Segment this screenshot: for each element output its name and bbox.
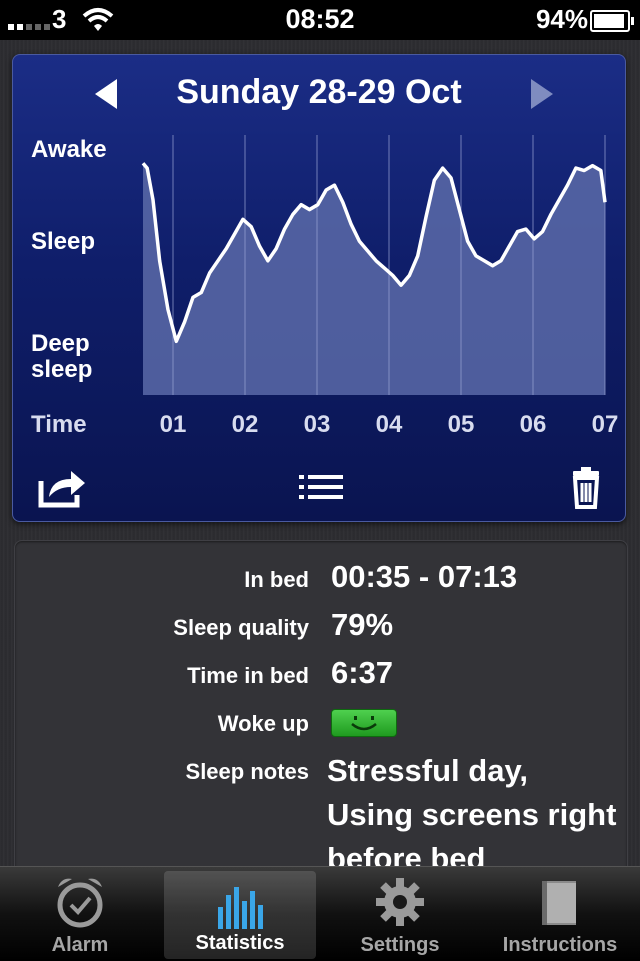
tab-settings-label: Settings bbox=[360, 934, 440, 956]
book-icon bbox=[542, 881, 576, 925]
tab-settings[interactable]: Settings bbox=[320, 867, 480, 961]
share-icon[interactable] bbox=[37, 465, 89, 509]
sleep-line bbox=[141, 162, 607, 344]
sleep-quality-label: Sleep quality bbox=[173, 615, 309, 640]
in-bed-label: In bed bbox=[244, 567, 309, 592]
time-in-bed-label: Time in bed bbox=[187, 663, 309, 688]
list-icon[interactable] bbox=[295, 465, 347, 509]
alarm-clock-icon bbox=[57, 878, 103, 928]
sleep-quality-value: 79% bbox=[331, 607, 394, 642]
tab-statistics[interactable]: Statistics bbox=[164, 871, 316, 959]
x-tick-label: 05 bbox=[447, 411, 475, 438]
sleep-graph bbox=[141, 135, 607, 395]
x-tick-label: 07 bbox=[591, 411, 619, 438]
trash-icon[interactable] bbox=[563, 465, 615, 509]
left-arrow-icon[interactable] bbox=[91, 77, 121, 111]
battery-percentage: 94% bbox=[535, 4, 588, 34]
status-bar: 3 08:52 94% bbox=[0, 0, 640, 40]
carrier-label: 3 bbox=[52, 4, 67, 34]
tab-instructions-label: Instructions bbox=[502, 934, 618, 956]
x-tick-label: 03 bbox=[303, 411, 331, 438]
battery-icon bbox=[590, 10, 634, 32]
gear-icon bbox=[376, 878, 424, 926]
tab-instructions[interactable]: Instructions bbox=[480, 867, 640, 961]
woke-up-label: Woke up bbox=[217, 711, 309, 736]
y-label-awake: Awake bbox=[31, 136, 107, 163]
in-bed-value: 00:35 - 07:13 bbox=[331, 559, 518, 594]
tab-alarm[interactable]: Alarm bbox=[0, 867, 160, 961]
status-time: 08:52 bbox=[285, 4, 355, 34]
sleep-details-card: In bed 00:35 - 07:13 Sleep quality 79% T… bbox=[14, 540, 628, 882]
bar-chart-icon bbox=[218, 887, 263, 929]
x-axis-label: Time bbox=[31, 411, 87, 438]
x-tick-label: 04 bbox=[375, 411, 403, 438]
tab-alarm-label: Alarm bbox=[51, 934, 109, 956]
signal-strength-icon bbox=[8, 10, 50, 30]
y-label-sleep: Sleep bbox=[31, 228, 96, 255]
right-arrow-icon[interactable] bbox=[527, 77, 557, 111]
graph-title: Sunday 28-29 Oct bbox=[176, 73, 462, 111]
x-tick-label: 06 bbox=[519, 411, 547, 438]
tab-bar: Alarm Statistics Settings bbox=[0, 866, 640, 961]
y-label-deep-sleep: Deep sleep bbox=[31, 330, 93, 383]
sleep-notes-label: Sleep notes bbox=[185, 759, 309, 784]
wifi-icon bbox=[82, 8, 114, 31]
happy-face-icon[interactable] bbox=[331, 709, 397, 737]
x-tick-label: 02 bbox=[231, 411, 259, 438]
sleep-area bbox=[143, 163, 605, 395]
tab-statistics-label: Statistics bbox=[195, 932, 285, 954]
x-tick-label: 01 bbox=[159, 411, 187, 438]
sleep-notes-value[interactable]: Stressful day, Using screens right befor… bbox=[327, 753, 617, 876]
sleep-graph-card: Sunday 28-29 Oct Awake Sleep Deep sleep … bbox=[12, 54, 626, 522]
time-in-bed-value: 6:37 bbox=[331, 655, 394, 690]
